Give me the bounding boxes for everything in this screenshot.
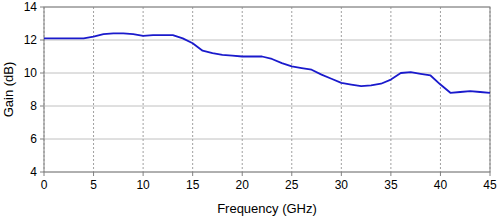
x-tick xyxy=(440,172,441,176)
y-tick xyxy=(40,7,44,8)
x-tick xyxy=(490,172,491,176)
x-tick xyxy=(390,172,391,176)
gain-line xyxy=(44,33,490,92)
plot-frame xyxy=(44,7,490,172)
x-tick-label: 40 xyxy=(434,178,448,192)
y-tick-label: 12 xyxy=(24,33,38,47)
x-grid-line xyxy=(192,7,193,172)
y-tick-label: 8 xyxy=(30,99,37,113)
x-tick-label: 0 xyxy=(41,178,48,192)
x-grid-line xyxy=(291,7,292,172)
series-group xyxy=(44,33,490,92)
x-tick-label: 20 xyxy=(236,178,250,192)
chart: 4 6 8 10 12 14 0 5 10 15 20 25 30 35 40 45 Frequency (GH… xyxy=(0,0,500,222)
x-tick-label: 45 xyxy=(483,178,497,192)
x-grid-line xyxy=(93,7,94,172)
x-tick xyxy=(93,172,94,176)
y-grid-line xyxy=(44,106,490,107)
x-tick xyxy=(341,172,342,176)
y-tick-label: 14 xyxy=(24,0,38,14)
x-grid-line xyxy=(242,7,243,172)
x-tick xyxy=(143,172,144,176)
y-tick xyxy=(40,73,44,74)
x-grid-line xyxy=(390,7,391,172)
x-grid-line xyxy=(440,7,441,172)
y-axis-label: Gain (dB) xyxy=(1,62,16,118)
x-tick-label: 30 xyxy=(335,178,349,192)
x-tick xyxy=(44,172,45,176)
y-tick xyxy=(40,106,44,107)
x-tick xyxy=(192,172,193,176)
x-grid-line xyxy=(341,7,342,172)
x-tick-label: 35 xyxy=(384,178,398,192)
y-tick-label: 4 xyxy=(30,165,37,179)
x-tick xyxy=(291,172,292,176)
y-tick xyxy=(40,139,44,140)
y-tick-label: 6 xyxy=(30,132,37,146)
x-tick-label: 5 xyxy=(90,178,97,192)
x-tick-label: 15 xyxy=(186,178,200,192)
x-grid-line xyxy=(143,7,144,172)
y-tick-label: 10 xyxy=(24,66,38,80)
x-tick xyxy=(242,172,243,176)
x-tick-label: 10 xyxy=(136,178,150,192)
x-tick-label: 25 xyxy=(285,178,299,192)
y-tick xyxy=(40,40,44,41)
y-grid-line xyxy=(44,40,490,41)
y-grid-line xyxy=(44,139,490,140)
x-axis-label: Frequency (GHz) xyxy=(217,201,317,216)
y-tick xyxy=(40,172,44,173)
